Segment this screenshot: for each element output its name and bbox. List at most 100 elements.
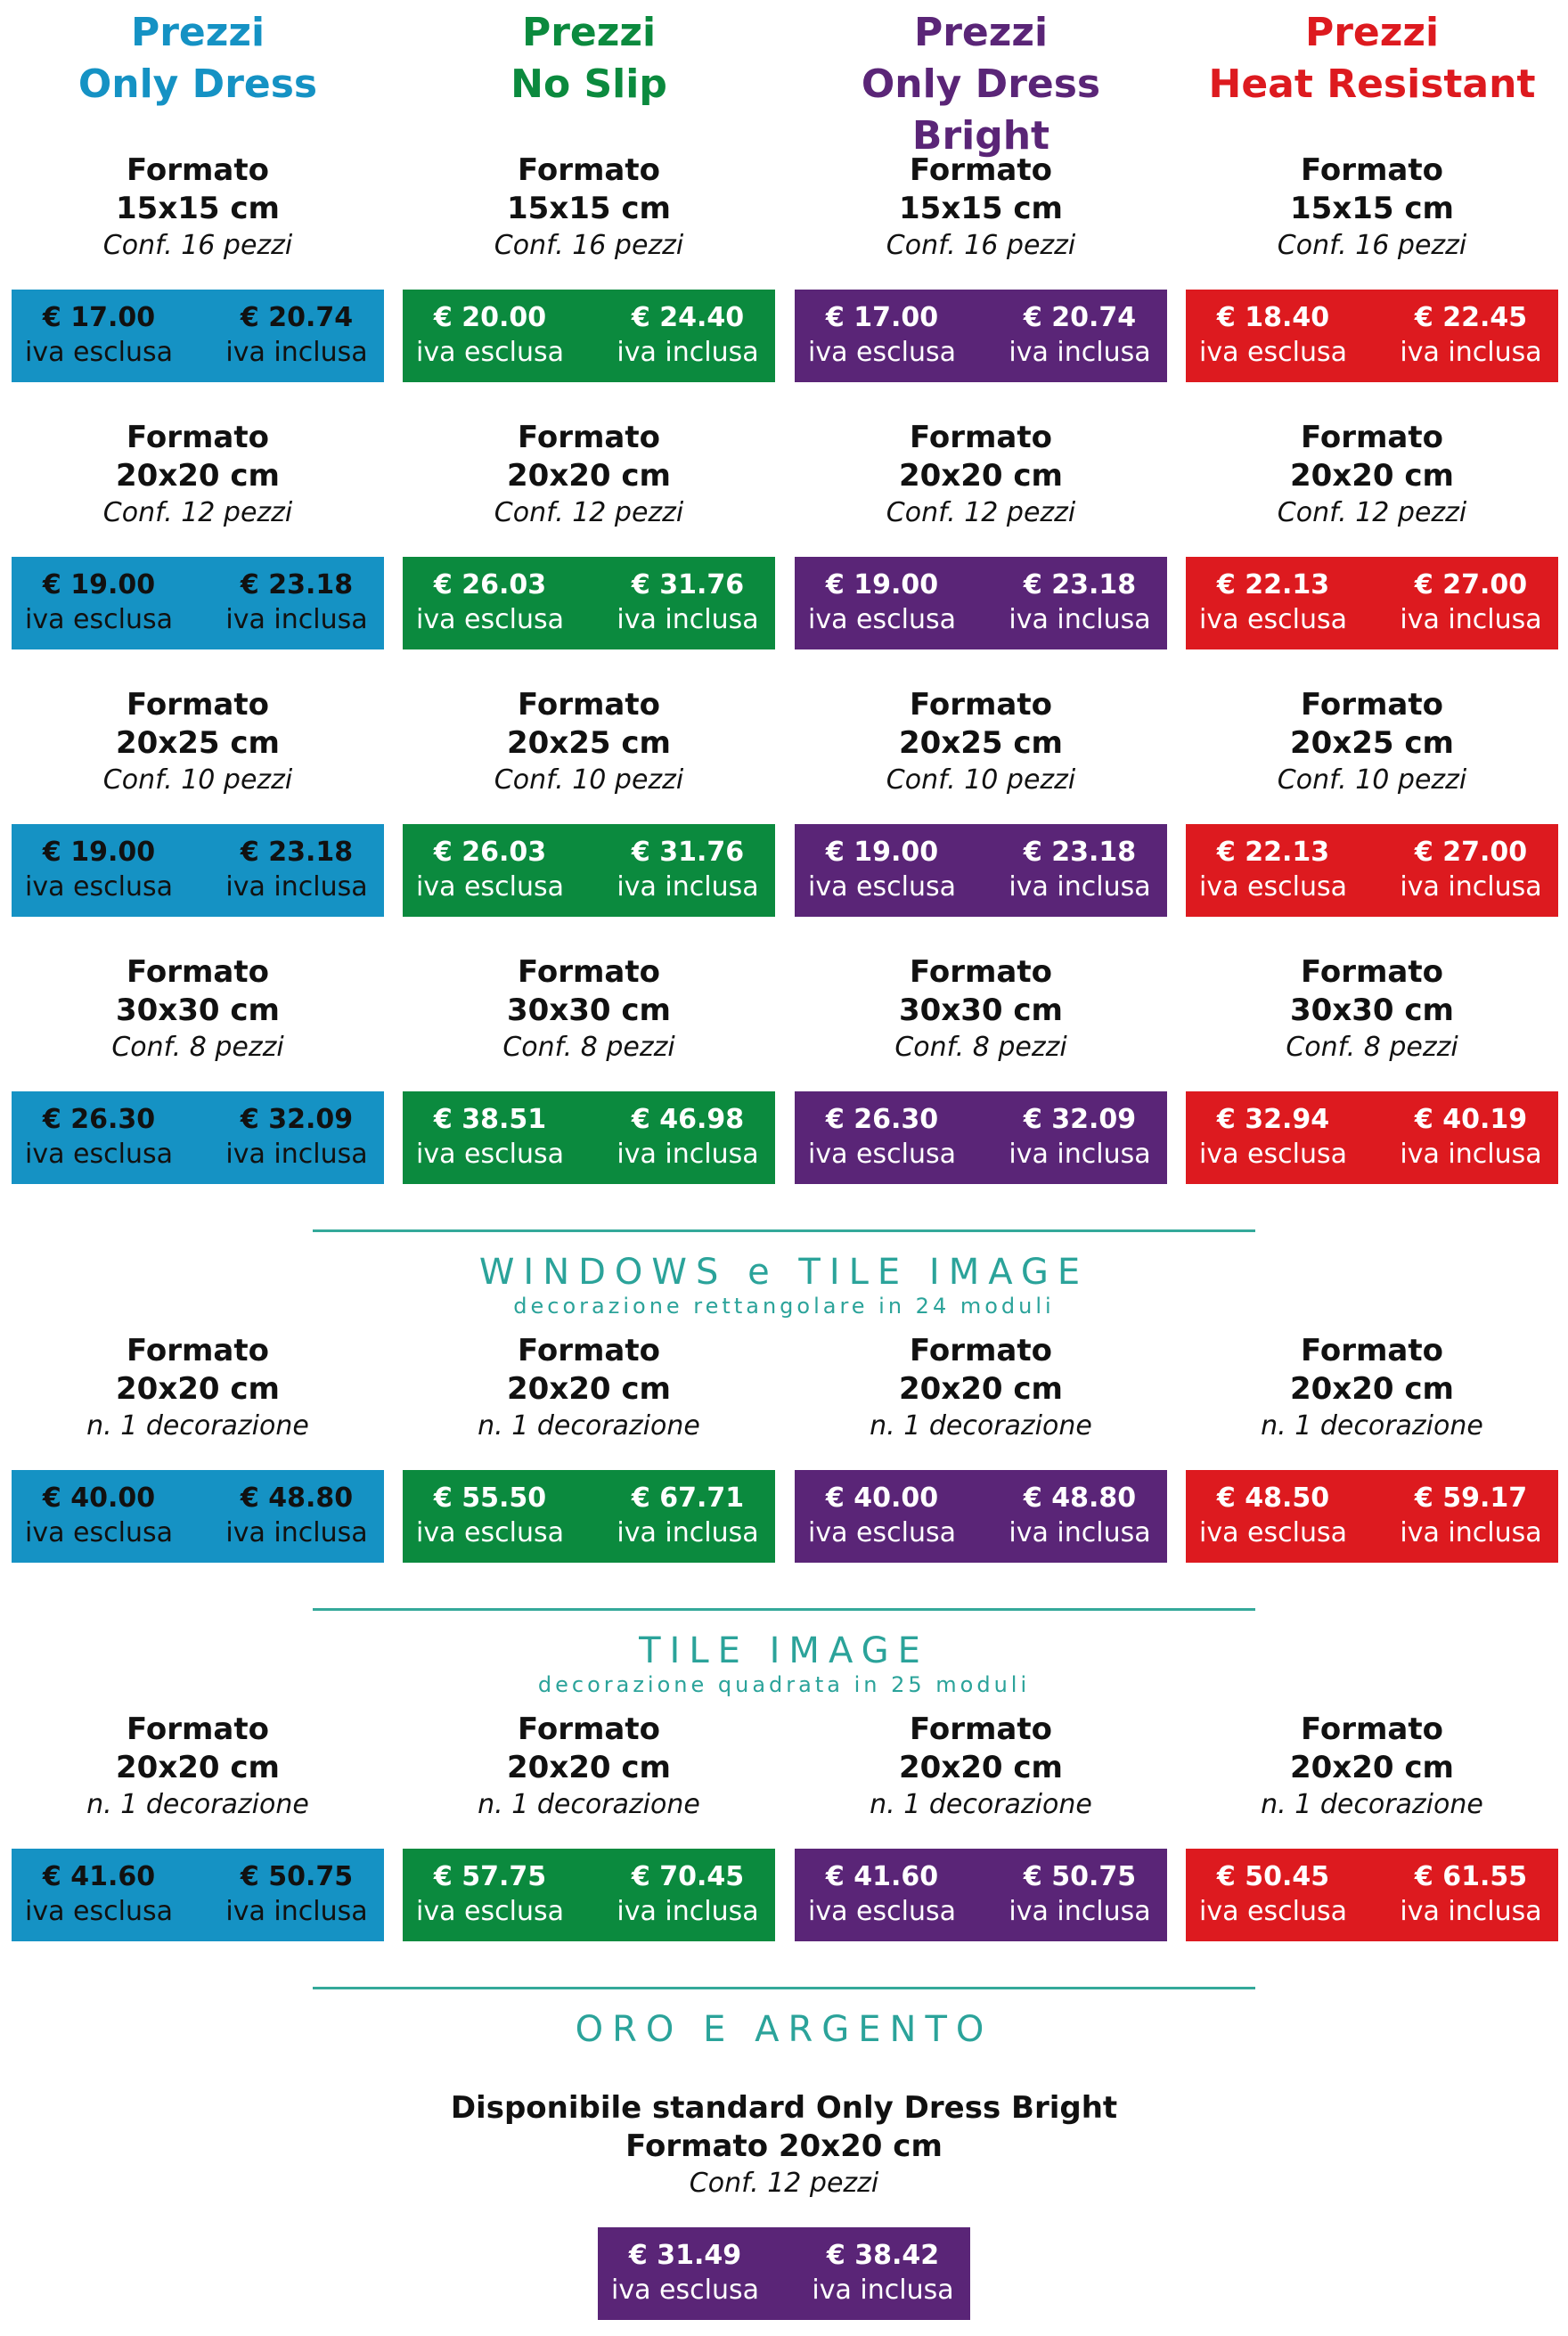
- price-excl-vat: € 26.03 iva esclusa: [403, 568, 577, 637]
- price-box: € 26.30 iva esclusa € 32.09 iva inclusa: [795, 1091, 1167, 1184]
- price-incl-vat: € 59.17 iva inclusa: [1384, 1481, 1558, 1550]
- section-divider: [313, 1987, 1255, 1989]
- format-pack: n. 1 decorazione: [870, 1789, 1092, 1820]
- format-size: 20x20 cm: [116, 458, 280, 494]
- price-value: € 23.18: [1023, 837, 1137, 868]
- price-excl-vat: € 19.00 iva esclusa: [12, 568, 186, 637]
- format-label: Formato: [910, 954, 1052, 990]
- price-label: iva esclusa: [808, 337, 956, 368]
- price-box: € 48.50 iva esclusa € 59.17 iva inclusa: [1186, 1470, 1558, 1563]
- format-pack: Conf. 16 pezzi: [886, 230, 1076, 261]
- format-size: 20x20 cm: [1290, 1750, 1454, 1785]
- format-info: Formato 20x20 cm Conf. 12 pezzi: [403, 419, 775, 531]
- price-label: iva inclusa: [617, 337, 759, 368]
- format-label: Formato: [910, 420, 1052, 455]
- price-box: € 22.13 iva esclusa € 27.00 iva inclusa: [1186, 557, 1558, 649]
- price-excl-vat: € 41.60 iva esclusa: [12, 1859, 186, 1929]
- price-incl-vat: € 22.45 iva inclusa: [1384, 300, 1558, 370]
- format-label: Formato: [910, 687, 1052, 723]
- format-label: Formato: [518, 1711, 660, 1747]
- format-label: Formato: [1301, 420, 1443, 455]
- format-label: Formato: [127, 954, 269, 990]
- format-size: 20x25 cm: [1290, 725, 1454, 761]
- format-pack: Conf. 12 pezzi: [1277, 497, 1467, 528]
- format-label: Formato: [518, 1333, 660, 1368]
- price-label: iva esclusa: [416, 337, 564, 368]
- price-incl-vat: € 50.75 iva inclusa: [992, 1859, 1167, 1929]
- price-value: € 22.45: [1414, 302, 1528, 333]
- price-incl-vat: € 61.55 iva inclusa: [1384, 1859, 1558, 1929]
- price-label: iva inclusa: [1400, 604, 1542, 635]
- format-pack: Conf. 8 pezzi: [894, 1032, 1067, 1063]
- price-excl-vat: € 40.00 iva esclusa: [795, 1481, 969, 1550]
- price-label: iva esclusa: [1199, 1139, 1347, 1170]
- price-box: € 41.60 iva esclusa € 50.75 iva inclusa: [795, 1849, 1167, 1941]
- format-pack: Conf. 8 pezzi: [502, 1032, 675, 1063]
- price-label: iva inclusa: [225, 337, 368, 368]
- format-size: 20x25 cm: [899, 725, 1063, 761]
- oro-line-2: Formato 20x20 cm: [625, 2128, 943, 2164]
- format-info: Formato 15x15 cm Conf. 16 pezzi: [403, 151, 775, 264]
- price-value: € 50.75: [240, 1861, 354, 1892]
- format-info: Formato 20x25 cm Conf. 10 pezzi: [1186, 686, 1558, 798]
- heading-line-1: Prezzi: [521, 10, 657, 55]
- format-pack: n. 1 decorazione: [86, 1789, 309, 1820]
- price-excl-vat: € 19.00 iva esclusa: [12, 835, 186, 904]
- format-size: 15x15 cm: [507, 191, 671, 226]
- oro-line-3: Conf. 12 pezzi: [689, 2168, 879, 2199]
- format-pack: Conf. 8 pezzi: [1286, 1032, 1458, 1063]
- format-size: 30x30 cm: [116, 992, 280, 1028]
- price-value: € 26.03: [433, 837, 547, 868]
- format-pack: n. 1 decorazione: [478, 1410, 700, 1442]
- price-incl-vat: € 40.19 iva inclusa: [1384, 1102, 1558, 1172]
- format-info: Formato 20x20 cm n. 1 decorazione: [1186, 1711, 1558, 1823]
- price-value: € 59.17: [1414, 1482, 1528, 1514]
- price-label: iva inclusa: [225, 1139, 368, 1170]
- price-incl-vat: € 67.71 iva inclusa: [600, 1481, 775, 1550]
- price-value: € 24.40: [631, 302, 745, 333]
- price-label: iva inclusa: [225, 1517, 368, 1548]
- format-label: Formato: [518, 687, 660, 723]
- price-label: iva inclusa: [1400, 1139, 1542, 1170]
- price-incl-vat: € 48.80 iva inclusa: [992, 1481, 1167, 1550]
- price-label: iva esclusa: [25, 337, 173, 368]
- format-size: 20x20 cm: [899, 1750, 1063, 1785]
- format-label: Formato: [518, 420, 660, 455]
- price-label: iva esclusa: [25, 604, 173, 635]
- price-value: € 55.50: [433, 1482, 547, 1514]
- heading-line-2: No Slip: [510, 61, 667, 107]
- price-label: iva esclusa: [25, 871, 173, 903]
- price-box: € 20.00 iva esclusa € 24.40 iva inclusa: [403, 290, 775, 382]
- price-incl-vat: € 38.42 iva inclusa: [796, 2238, 970, 2307]
- price-value: € 48.80: [240, 1482, 354, 1514]
- price-value: € 26.30: [42, 1104, 156, 1135]
- price-box: € 22.13 iva esclusa € 27.00 iva inclusa: [1186, 824, 1558, 917]
- format-size: 30x30 cm: [507, 992, 671, 1028]
- column-heading: Prezzi Heat Resistant: [1186, 7, 1558, 110]
- price-label: iva inclusa: [225, 604, 368, 635]
- oro-line-1: Disponibile standard Only Dress Bright: [450, 2090, 1118, 2126]
- format-info: Formato 20x25 cm Conf. 10 pezzi: [403, 686, 775, 798]
- price-value: € 41.60: [42, 1861, 156, 1892]
- format-size: 20x20 cm: [507, 1371, 671, 1407]
- price-box: € 57.75 iva esclusa € 70.45 iva inclusa: [403, 1849, 775, 1941]
- format-info: Formato 20x20 cm n. 1 decorazione: [795, 1332, 1167, 1444]
- price-label: iva esclusa: [25, 1517, 173, 1548]
- price-excl-vat: € 48.50 iva esclusa: [1186, 1481, 1360, 1550]
- format-label: Formato: [1301, 687, 1443, 723]
- price-excl-vat: € 17.00 iva esclusa: [12, 300, 186, 370]
- price-excl-vat: € 32.94 iva esclusa: [1186, 1102, 1360, 1172]
- price-label: iva inclusa: [617, 1896, 759, 1927]
- price-label: iva inclusa: [1009, 337, 1151, 368]
- format-info: Formato 30x30 cm Conf. 8 pezzi: [12, 953, 384, 1066]
- format-info: Formato 15x15 cm Conf. 16 pezzi: [12, 151, 384, 264]
- price-box: € 55.50 iva esclusa € 67.71 iva inclusa: [403, 1470, 775, 1563]
- heading-line-1: Prezzi: [1304, 10, 1440, 55]
- price-box: € 38.51 iva esclusa € 46.98 iva inclusa: [403, 1091, 775, 1184]
- format-pack: Conf. 10 pezzi: [1277, 764, 1467, 796]
- price-label: iva esclusa: [808, 871, 956, 903]
- section-divider: [313, 1608, 1255, 1611]
- price-value: € 20.00: [433, 302, 547, 333]
- price-label: iva esclusa: [416, 1517, 564, 1548]
- price-box: € 18.40 iva esclusa € 22.45 iva inclusa: [1186, 290, 1558, 382]
